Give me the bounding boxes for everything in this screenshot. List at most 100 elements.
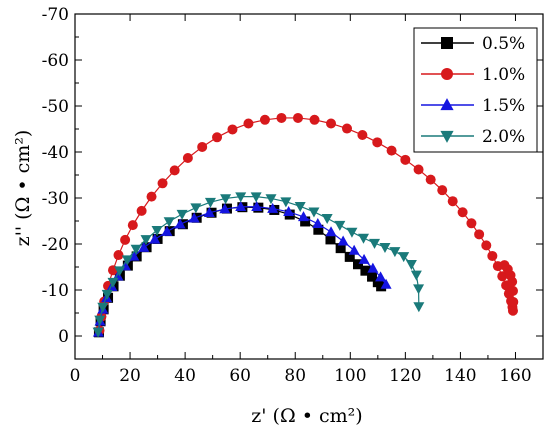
- data-point: [437, 185, 448, 196]
- x-tick-label: 160: [499, 366, 531, 386]
- data-point: [101, 289, 113, 300]
- data-point: [474, 229, 485, 240]
- x-tick-label: 60: [229, 366, 251, 386]
- data-point: [219, 203, 231, 214]
- data-point: [507, 305, 518, 316]
- legend-label: 2.0%: [482, 127, 525, 147]
- data-point: [344, 251, 355, 262]
- data-point: [499, 260, 510, 271]
- data-point: [107, 277, 119, 288]
- legend-items: 0.5% 1.0% 1.5% 2.0%: [421, 34, 525, 147]
- data-point: [163, 217, 175, 228]
- data-point: [337, 235, 349, 246]
- data-point: [292, 112, 303, 123]
- data-point: [251, 200, 263, 211]
- data-point: [358, 253, 370, 264]
- series-1: [94, 112, 519, 336]
- x-tick-label: 140: [444, 366, 476, 386]
- data-point: [380, 278, 392, 289]
- data-point: [334, 220, 346, 231]
- data-point: [357, 129, 368, 140]
- data-point: [203, 206, 215, 217]
- data-point: [375, 271, 387, 282]
- data-point: [353, 259, 364, 270]
- data-point: [413, 302, 425, 313]
- data-point: [157, 178, 168, 189]
- data-point: [97, 302, 109, 313]
- data-point: [146, 191, 157, 202]
- data-point: [259, 114, 270, 125]
- y-tick-label: -10: [42, 281, 69, 301]
- data-point: [235, 200, 247, 211]
- plot-frame: [74, 13, 544, 360]
- data-point: [413, 164, 424, 175]
- data-point: [127, 220, 138, 231]
- data-point: [265, 194, 277, 205]
- x-tick-label: 20: [119, 366, 141, 386]
- data-point: [447, 196, 458, 207]
- legend-label: 1.0%: [482, 65, 525, 85]
- y-tick-label: -40: [42, 143, 69, 163]
- legend: 0.5% 1.0% 1.5% 2.0%: [413, 27, 538, 153]
- data-point: [176, 209, 188, 220]
- legend-label: 1.5%: [482, 96, 525, 116]
- data-point: [276, 112, 287, 123]
- data-point: [243, 118, 254, 129]
- y-tick-label: 0: [58, 327, 69, 347]
- data-point: [235, 192, 247, 203]
- data-point: [376, 281, 387, 292]
- x-tick-label: 120: [389, 366, 421, 386]
- data-point: [341, 123, 352, 134]
- data-point: [372, 137, 383, 148]
- data-point: [335, 243, 346, 254]
- data-point: [267, 202, 279, 213]
- data-point: [220, 194, 232, 205]
- data-point: [114, 266, 126, 277]
- data-point: [197, 141, 208, 152]
- legend-marker: [441, 37, 453, 49]
- data-point: [348, 244, 360, 255]
- x-tick-label: 100: [334, 366, 366, 386]
- series-line: [97, 196, 420, 332]
- series-2: [92, 200, 392, 337]
- data-point: [227, 124, 238, 135]
- data-point: [326, 118, 337, 129]
- legend-marker: [440, 130, 454, 143]
- data-point: [386, 145, 397, 156]
- data-point: [312, 218, 324, 229]
- data-point: [360, 265, 371, 276]
- data-point: [487, 250, 498, 261]
- data-point: [204, 197, 216, 208]
- x-axis-label: z' (Ω • cm²): [251, 405, 362, 427]
- data-point: [379, 242, 391, 253]
- data-point: [367, 262, 379, 273]
- data-point: [250, 192, 262, 203]
- x-tick-label: 40: [174, 366, 196, 386]
- data-point: [106, 281, 118, 292]
- data-point: [113, 250, 124, 261]
- data-point: [389, 247, 401, 258]
- data-point: [130, 244, 142, 255]
- data-point: [481, 240, 492, 251]
- axis-ticks: 0 20 40 60 80 100 120 140 160 0 -10 -20 -30 -40 -50 -60…: [42, 5, 543, 386]
- data-point: [140, 235, 152, 246]
- data-point: [313, 224, 324, 235]
- data-point: [346, 227, 358, 238]
- data-point: [400, 154, 411, 165]
- data-point: [405, 259, 417, 270]
- data-point: [398, 252, 410, 263]
- data-point: [182, 152, 193, 163]
- legend-label: 0.5%: [482, 34, 525, 54]
- data-point: [149, 233, 161, 244]
- series-3: [92, 192, 425, 338]
- data-point: [190, 203, 202, 214]
- data-point: [297, 211, 309, 222]
- data-point: [457, 207, 468, 218]
- data-point: [321, 213, 333, 224]
- data-point: [94, 315, 106, 326]
- data-point: [507, 285, 518, 296]
- data-point: [413, 284, 425, 295]
- data-point: [410, 270, 422, 281]
- data-point: [308, 207, 320, 218]
